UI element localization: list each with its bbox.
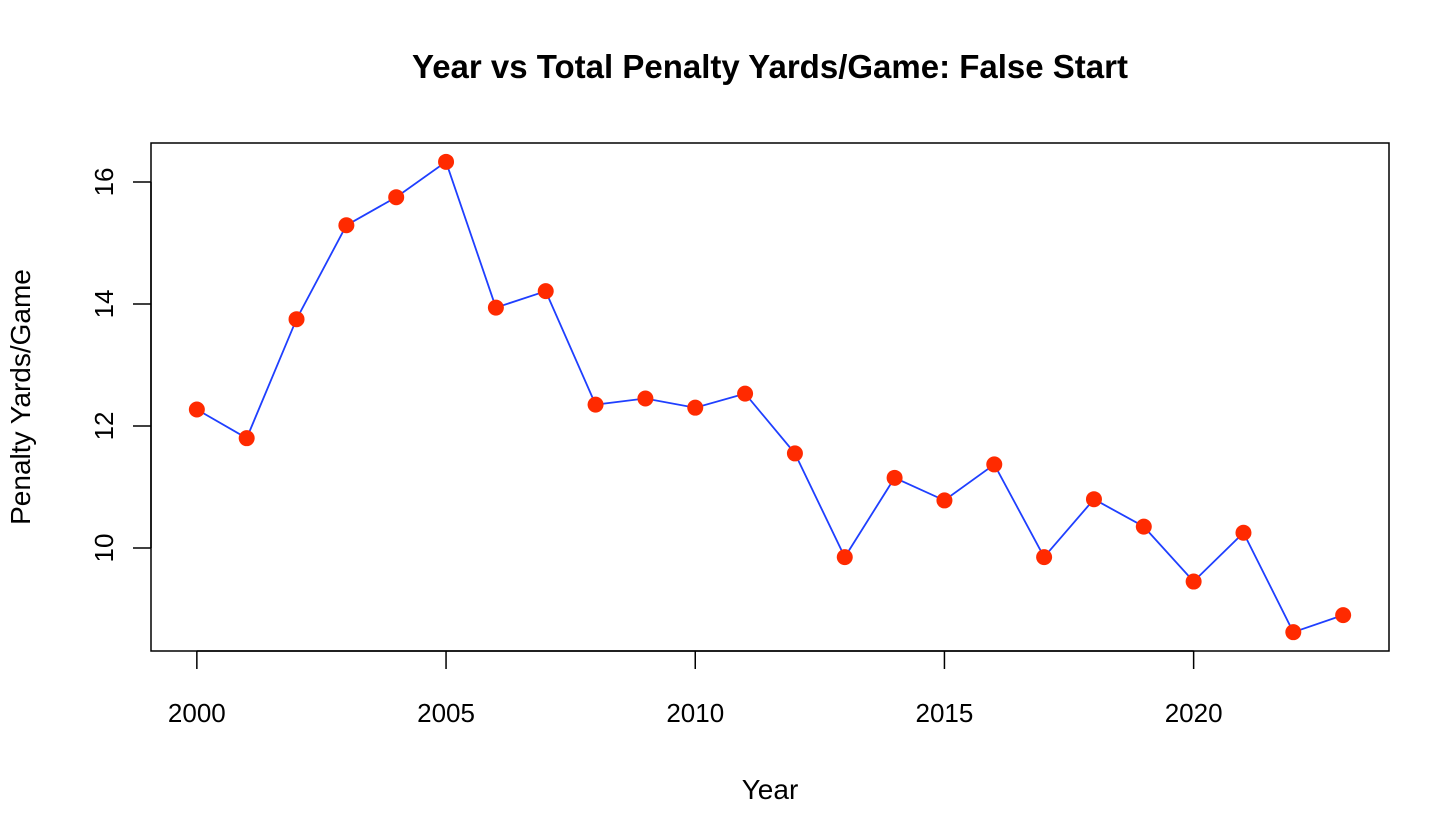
plot-frame (150, 142, 1390, 652)
data-point (1036, 549, 1053, 566)
chart-title: Year vs Total Penalty Yards/Game: False … (412, 48, 1128, 85)
data-point (1135, 518, 1152, 535)
series-layer (188, 153, 1352, 641)
data-point (936, 492, 953, 509)
series-line (196, 160, 1344, 634)
data-point (986, 456, 1003, 473)
data-point (886, 469, 903, 486)
x-tick-label: 2000 (168, 698, 226, 728)
data-point (188, 401, 205, 418)
x-tick-label: 2005 (417, 698, 475, 728)
data-point (537, 283, 554, 300)
data-point (1285, 624, 1302, 641)
data-point (1335, 607, 1352, 624)
data-point (1185, 573, 1202, 590)
data-point (288, 311, 305, 328)
data-point (1235, 524, 1252, 541)
x-axis: 2000 2005 2010 2015 2020 (168, 650, 1223, 728)
data-point (587, 396, 604, 413)
x-tick-label: 2020 (1165, 698, 1223, 728)
y-axis-label: Penalty Yards/Game (5, 269, 36, 525)
y-axis: 10 12 14 16 (89, 167, 152, 563)
x-axis-label: Year (742, 774, 799, 805)
y-tick-label: 10 (89, 534, 119, 563)
y-tick-label: 12 (89, 412, 119, 441)
y-tick-label: 16 (89, 167, 119, 196)
data-point (487, 299, 504, 316)
data-point (438, 153, 455, 170)
data-point (836, 549, 853, 566)
data-point (1085, 491, 1102, 508)
data-point (786, 445, 803, 462)
x-tick-label: 2015 (916, 698, 974, 728)
data-point (238, 430, 255, 447)
data-point (338, 217, 355, 234)
data-point (687, 399, 704, 416)
data-point (388, 189, 405, 206)
y-tick-label: 14 (89, 290, 119, 319)
data-point (737, 385, 754, 402)
x-tick-label: 2010 (666, 698, 724, 728)
data-point (637, 390, 654, 407)
